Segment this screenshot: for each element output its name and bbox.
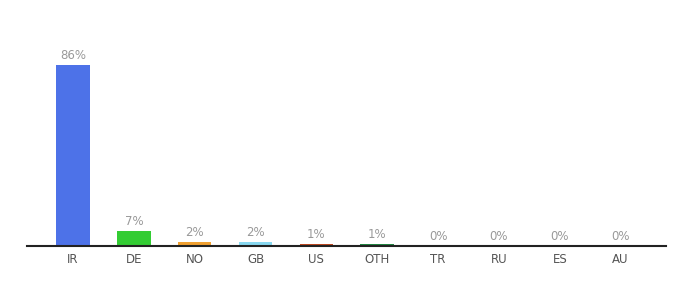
Bar [117, 231, 150, 246]
Text: 1%: 1% [368, 228, 386, 241]
Text: 1%: 1% [307, 228, 326, 241]
Text: 86%: 86% [60, 49, 86, 62]
Bar [56, 65, 90, 246]
Text: 0%: 0% [490, 230, 508, 243]
Text: 0%: 0% [611, 230, 630, 243]
Bar [178, 242, 211, 246]
Text: 0%: 0% [429, 230, 447, 243]
Bar [300, 244, 333, 246]
Text: 7%: 7% [124, 215, 143, 228]
Text: 2%: 2% [186, 226, 204, 238]
Bar [239, 242, 272, 246]
Bar [360, 244, 394, 246]
Text: 2%: 2% [246, 226, 265, 238]
Text: 0%: 0% [551, 230, 569, 243]
